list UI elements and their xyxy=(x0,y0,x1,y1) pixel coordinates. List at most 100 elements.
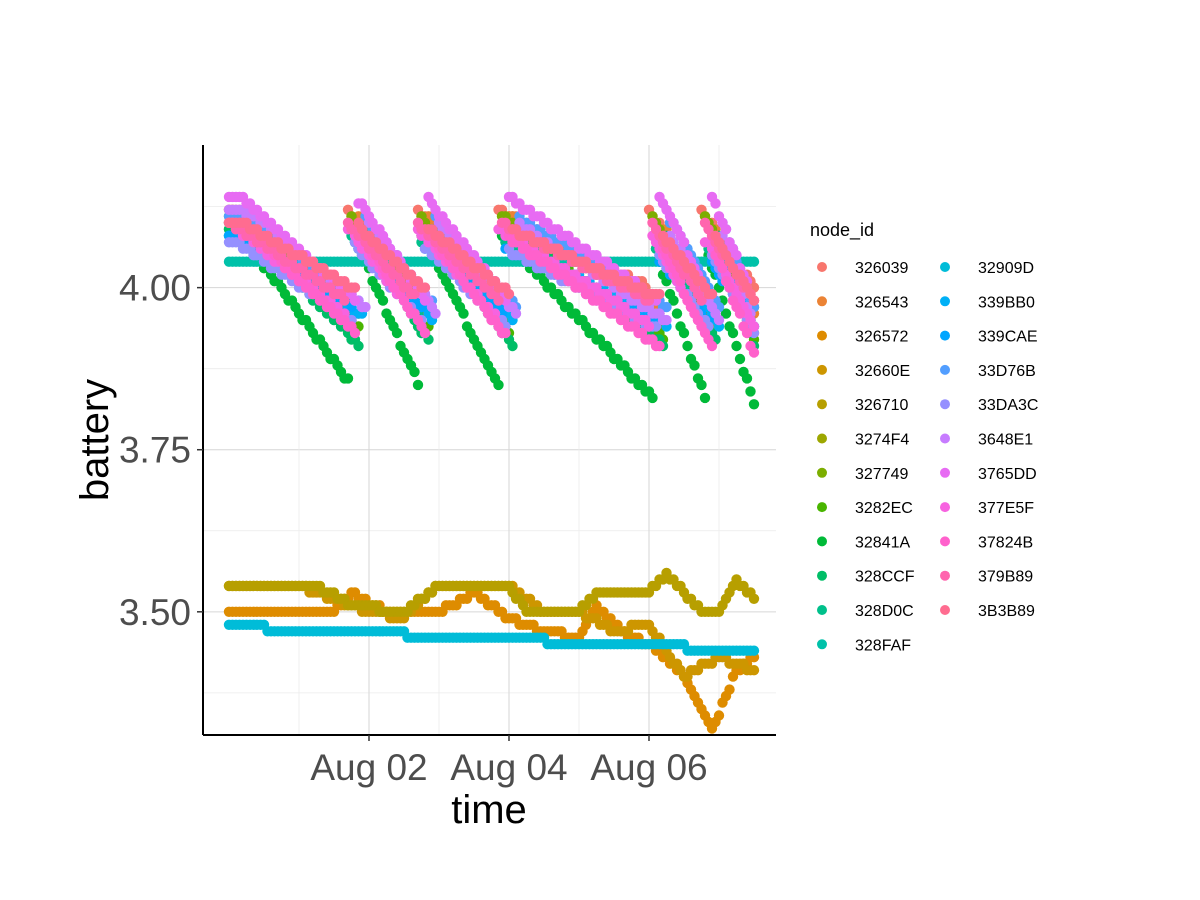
legend-item: 32909D xyxy=(940,260,1034,277)
y-tick-label: 4.00 xyxy=(119,268,191,309)
data-point xyxy=(748,256,760,267)
legend-label: 379B89 xyxy=(978,569,1033,586)
data-point xyxy=(507,340,518,352)
legend-key xyxy=(940,467,950,478)
data-point xyxy=(734,353,746,365)
data-point xyxy=(500,327,511,339)
data-point xyxy=(643,321,655,332)
legend-key xyxy=(817,399,827,410)
data-point xyxy=(713,710,725,721)
data-point xyxy=(734,308,746,319)
data-point xyxy=(349,327,361,339)
legend-key xyxy=(817,502,827,513)
legend-key xyxy=(940,364,950,375)
legend-key xyxy=(817,605,827,615)
data-point xyxy=(349,282,361,293)
legend-key xyxy=(817,536,827,547)
legend-key xyxy=(817,433,827,444)
data-point xyxy=(493,295,504,306)
data-point xyxy=(349,295,361,306)
legend-item: 3648E1 xyxy=(940,432,1033,449)
data-point xyxy=(706,288,718,300)
legend-label: 339CAE xyxy=(978,329,1038,346)
data-point xyxy=(748,347,760,358)
data-point xyxy=(748,593,760,604)
data-point xyxy=(409,366,420,378)
legend-key xyxy=(817,467,827,478)
data-point xyxy=(724,684,735,695)
legend-label: 328FAF xyxy=(855,637,911,654)
data-point xyxy=(731,340,742,352)
x-axis-title: time xyxy=(451,788,527,832)
data-point xyxy=(391,327,403,339)
legend-item: 33D76B xyxy=(940,363,1036,380)
legend-item: 3282EC xyxy=(817,500,913,517)
legend-item: 328CCF xyxy=(817,569,915,586)
data-point xyxy=(409,288,420,300)
legend-label: 326039 xyxy=(855,260,908,277)
legend: node_id 326039 326543 326572 32660E 326710 32… xyxy=(810,220,1038,654)
legend-key xyxy=(817,296,827,307)
legend-label: 37824B xyxy=(978,534,1033,551)
data-point xyxy=(647,392,658,404)
data-point xyxy=(748,645,760,656)
data-point xyxy=(720,308,732,319)
data-point xyxy=(710,198,721,209)
legend-item: 326039 xyxy=(817,260,908,277)
legend-item: 328FAF xyxy=(817,637,911,654)
legend-item: 33DA3C xyxy=(940,397,1038,414)
data-point xyxy=(353,340,364,352)
data-point xyxy=(419,282,431,293)
data-point xyxy=(689,360,700,371)
legend-key xyxy=(940,433,950,444)
legend-label: 3B3B89 xyxy=(978,603,1035,620)
data-point xyxy=(717,263,728,274)
data-point xyxy=(458,308,469,319)
legend-item: 32660E xyxy=(817,363,910,380)
data-point xyxy=(748,295,760,306)
series-326710 xyxy=(223,567,760,617)
legend-key xyxy=(940,502,950,513)
data-point xyxy=(699,392,711,404)
data-point xyxy=(731,250,742,261)
legend-label: 326543 xyxy=(855,294,908,311)
legend-label: 3765DD xyxy=(978,466,1037,483)
axes: 3.50 3.75 4.00 Aug 02 Aug 04 Aug 06 xyxy=(119,145,776,788)
data-point xyxy=(654,288,665,300)
legend-key xyxy=(940,399,950,410)
data-point xyxy=(412,379,424,391)
legend-key xyxy=(940,330,950,341)
legend-label: 33DA3C xyxy=(978,397,1038,414)
data-point xyxy=(748,321,760,332)
data-point xyxy=(342,373,354,384)
legend-item: 328D0C xyxy=(817,603,914,620)
y-axis-title: battery xyxy=(73,379,117,501)
data-point xyxy=(713,314,725,326)
legend-item: 32841A xyxy=(817,534,910,551)
data-point xyxy=(678,237,690,248)
data-point xyxy=(339,295,350,306)
legend-key xyxy=(817,364,827,375)
legend-label: 326572 xyxy=(855,329,908,346)
legend-key xyxy=(940,536,950,547)
legend-label: 32841A xyxy=(855,534,910,551)
legend-label: 33D76B xyxy=(978,363,1036,380)
data-point xyxy=(678,327,690,339)
y-tick-label: 3.75 xyxy=(119,430,191,471)
data-point xyxy=(419,295,431,306)
data-point xyxy=(493,379,504,391)
data-point xyxy=(741,327,753,339)
data-point xyxy=(748,399,760,410)
legend-item: 3765DD xyxy=(940,466,1037,483)
legend-item: 327749 xyxy=(817,466,908,483)
data-point xyxy=(748,665,760,676)
data-point xyxy=(430,308,441,319)
legend-key xyxy=(940,262,950,272)
legend-key xyxy=(940,296,950,307)
data-point xyxy=(741,373,753,384)
legend-label: 339BB0 xyxy=(978,294,1035,311)
data-point xyxy=(661,314,672,326)
legend-title: node_id xyxy=(810,220,874,241)
data-point xyxy=(419,327,431,339)
